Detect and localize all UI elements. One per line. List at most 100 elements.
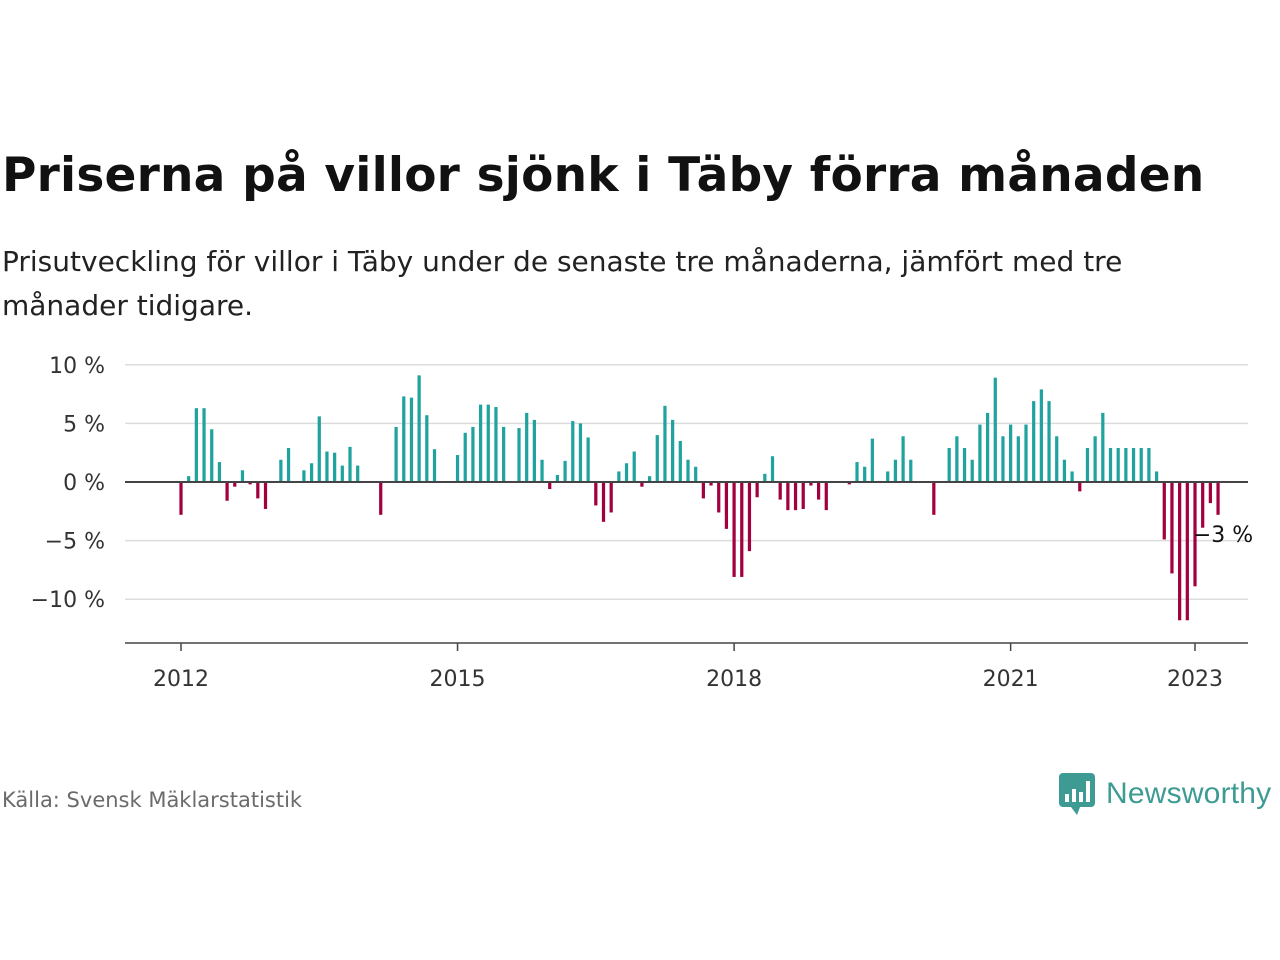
bar xyxy=(870,438,874,482)
bar xyxy=(1139,448,1143,482)
price-change-bar-chart: 10 % 5 % 0 % −5 % −10 % 2012 2015 2018 2021 2023 −… xyxy=(31,354,1253,692)
bar xyxy=(417,375,421,482)
brand-name: Newsworthy xyxy=(1106,777,1272,810)
y-tick-label: 5 % xyxy=(63,412,105,437)
bar xyxy=(1093,436,1097,482)
bar xyxy=(640,482,644,487)
bar xyxy=(724,482,729,529)
bar xyxy=(202,408,206,482)
bar xyxy=(578,423,583,482)
bar xyxy=(1062,459,1067,482)
bar xyxy=(317,416,321,482)
bar xyxy=(601,482,606,522)
x-tick-label: 2012 xyxy=(153,667,209,692)
bar xyxy=(793,482,798,511)
bar xyxy=(425,415,429,482)
bar xyxy=(770,456,775,482)
x-tick-label: 2015 xyxy=(430,667,486,692)
bar xyxy=(786,482,790,511)
bar xyxy=(993,377,997,482)
chart-bars xyxy=(179,375,1220,621)
bar xyxy=(1024,424,1028,482)
bar xyxy=(624,463,629,482)
bar xyxy=(402,396,406,482)
bar xyxy=(955,436,959,482)
bar xyxy=(279,459,283,482)
bar xyxy=(302,470,306,482)
bar xyxy=(1208,482,1212,504)
bar xyxy=(671,419,675,482)
bar xyxy=(1016,436,1020,482)
bar xyxy=(409,397,414,482)
last-value-annotation: −3 % xyxy=(1193,523,1253,548)
chart-gridlines xyxy=(125,364,1248,600)
bar xyxy=(655,435,659,482)
bar xyxy=(632,451,636,482)
bar xyxy=(471,426,475,482)
bar xyxy=(1032,401,1036,482)
bar xyxy=(548,482,552,490)
bar xyxy=(1170,482,1174,574)
bar xyxy=(325,451,329,482)
bar xyxy=(1039,389,1043,482)
bar xyxy=(217,462,222,482)
chart-axes: 10 % 5 % 0 % −5 % −10 % 2012 2015 2018 2021 2023 −… xyxy=(31,354,1253,692)
bar xyxy=(379,482,383,515)
bar xyxy=(540,459,544,482)
bar xyxy=(893,459,898,482)
bar xyxy=(256,482,260,499)
bar xyxy=(1124,448,1128,482)
x-tick-label: 2018 xyxy=(706,667,762,692)
bar xyxy=(694,466,698,482)
bar xyxy=(1147,448,1151,482)
bar xyxy=(801,482,805,509)
bar xyxy=(717,482,721,513)
bar xyxy=(1108,448,1113,482)
bar xyxy=(855,462,859,482)
bar xyxy=(809,482,813,486)
bar xyxy=(985,412,990,482)
bar xyxy=(348,446,352,482)
bar xyxy=(210,429,214,482)
bar xyxy=(594,482,598,506)
bar xyxy=(494,406,498,482)
bar xyxy=(1078,482,1082,492)
brand-logo: Newsworthy xyxy=(1058,772,1271,816)
bar xyxy=(233,482,237,487)
bar xyxy=(432,449,437,482)
bar xyxy=(1178,482,1182,621)
bar xyxy=(586,437,590,482)
bar xyxy=(340,465,344,482)
bar xyxy=(478,404,483,482)
bar xyxy=(647,476,652,482)
bar xyxy=(947,448,951,482)
bar xyxy=(563,460,567,482)
bar xyxy=(932,482,936,515)
bar xyxy=(909,459,913,482)
bar xyxy=(486,404,490,482)
bar xyxy=(532,419,536,482)
bar xyxy=(701,482,705,499)
bar xyxy=(1009,424,1013,482)
bar xyxy=(609,482,613,513)
bar xyxy=(755,482,759,498)
bar xyxy=(763,473,767,482)
bar xyxy=(1047,401,1051,482)
bar xyxy=(824,482,828,511)
y-tick-label: 0 % xyxy=(63,471,105,496)
bar xyxy=(394,426,398,482)
bar xyxy=(778,482,782,500)
bar xyxy=(863,466,867,482)
bar xyxy=(1055,436,1059,482)
bar xyxy=(187,476,191,482)
bar xyxy=(248,482,252,485)
bar xyxy=(1131,448,1136,482)
bar xyxy=(970,459,974,482)
bar xyxy=(1101,412,1105,482)
bar xyxy=(886,471,890,482)
bar xyxy=(463,432,467,482)
x-tick-label: 2021 xyxy=(983,667,1039,692)
bar xyxy=(240,470,245,482)
bar xyxy=(1070,471,1074,482)
bar xyxy=(663,405,667,482)
